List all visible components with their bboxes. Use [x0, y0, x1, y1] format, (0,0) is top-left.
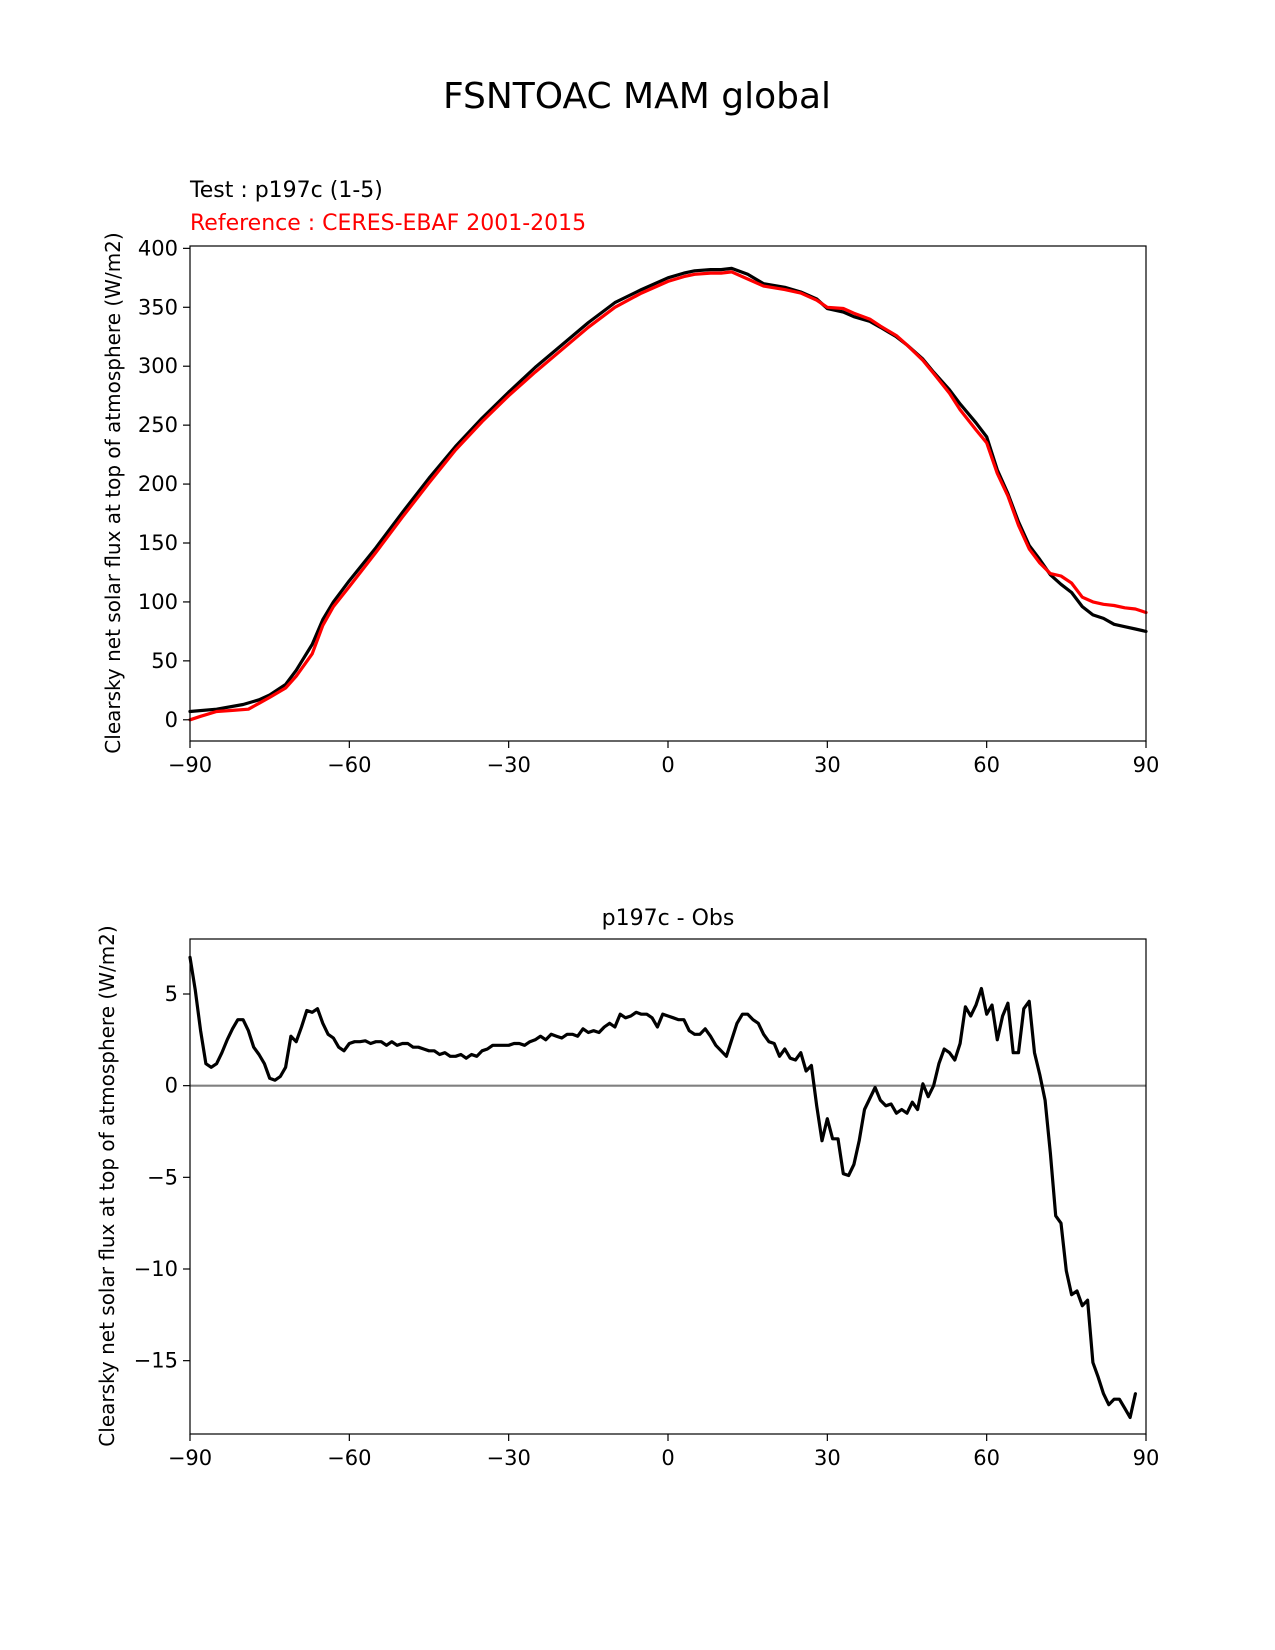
bottom-panel-title: p197c - Obs: [602, 906, 735, 931]
bottom-x-tick-label: −90: [168, 1446, 212, 1470]
top-x-axis: −90 −60 −30 0 30 60 90: [168, 741, 1160, 777]
top-y-axis: 0 50 100 150 200 250 300 350 400: [138, 236, 190, 732]
bottom-y-axis: −15 −10 −5 0 5: [134, 982, 190, 1373]
top-panel: Test : p197c (1-5) Reference : CERES-EBA…: [101, 178, 1159, 777]
bottom-y-tick-label: −10: [134, 1257, 178, 1281]
top-y-tick-label: 250: [138, 413, 178, 437]
top-x-tick-label: 90: [1133, 753, 1160, 777]
bottom-x-tick-label: 90: [1133, 1446, 1160, 1470]
top-x-tick-label: 60: [973, 753, 1000, 777]
figure-title: FSNTOAC MAM global: [443, 76, 831, 117]
top-x-tick-label: 0: [661, 753, 674, 777]
bottom-panel: p197c - Obs −90 −60 −30 0 30 60 90 −15−10−505 …: [95, 906, 1159, 1470]
top-y-tick-label: 400: [138, 236, 178, 260]
top-y-tick-label: 50: [151, 649, 178, 673]
top-y-tick-label: 150: [138, 531, 178, 555]
bottom-x-axis: −90 −60 −30 0 30 60 90: [168, 1434, 1160, 1470]
bottom-difference-series-line: [188, 955, 1137, 1420]
bottom-x-tick-label: −60: [327, 1446, 371, 1470]
bottom-x-tick-label: 60: [973, 1446, 1000, 1470]
top-test-series-line: [188, 266, 1148, 714]
top-y-tick-label: 100: [138, 590, 178, 614]
bottom-y-tick-label: 0: [165, 1074, 178, 1098]
top-reference-series-line: [188, 270, 1148, 722]
top-axes-frame: [189, 245, 1147, 742]
bottom-x-tick-label: 0: [661, 1446, 674, 1470]
top-y-tick-label: 0: [165, 708, 178, 732]
top-y-axis-label: Clearsky net solar flux at top of atmosp…: [101, 232, 125, 753]
top-x-tick-label: −60: [327, 753, 371, 777]
bottom-y-tick-label: −5: [147, 1165, 178, 1189]
bottom-x-tick-label: −30: [487, 1446, 531, 1470]
bottom-y-tick-label: −15: [134, 1349, 178, 1373]
top-x-tick-label: −90: [168, 753, 212, 777]
top-plot-area: [188, 266, 1148, 722]
bottom-plot-area: [188, 955, 1146, 1420]
bottom-y-tick-label: 5: [165, 982, 178, 1006]
reference-label: Reference : CERES-EBAF 2001-2015: [190, 211, 586, 236]
top-y-tick-label: 350: [138, 295, 178, 319]
test-label: Test : p197c (1-5): [189, 178, 383, 203]
top-x-tick-label: 30: [814, 753, 841, 777]
top-y-tick-label: 200: [138, 472, 178, 496]
top-x-tick-label: −30: [487, 753, 531, 777]
top-y-tick-label: 300: [138, 354, 178, 378]
bottom-y-axis-label: Clearsky net solar flux at top of atmosp…: [95, 925, 119, 1446]
bottom-x-tick-label: 30: [814, 1446, 841, 1470]
